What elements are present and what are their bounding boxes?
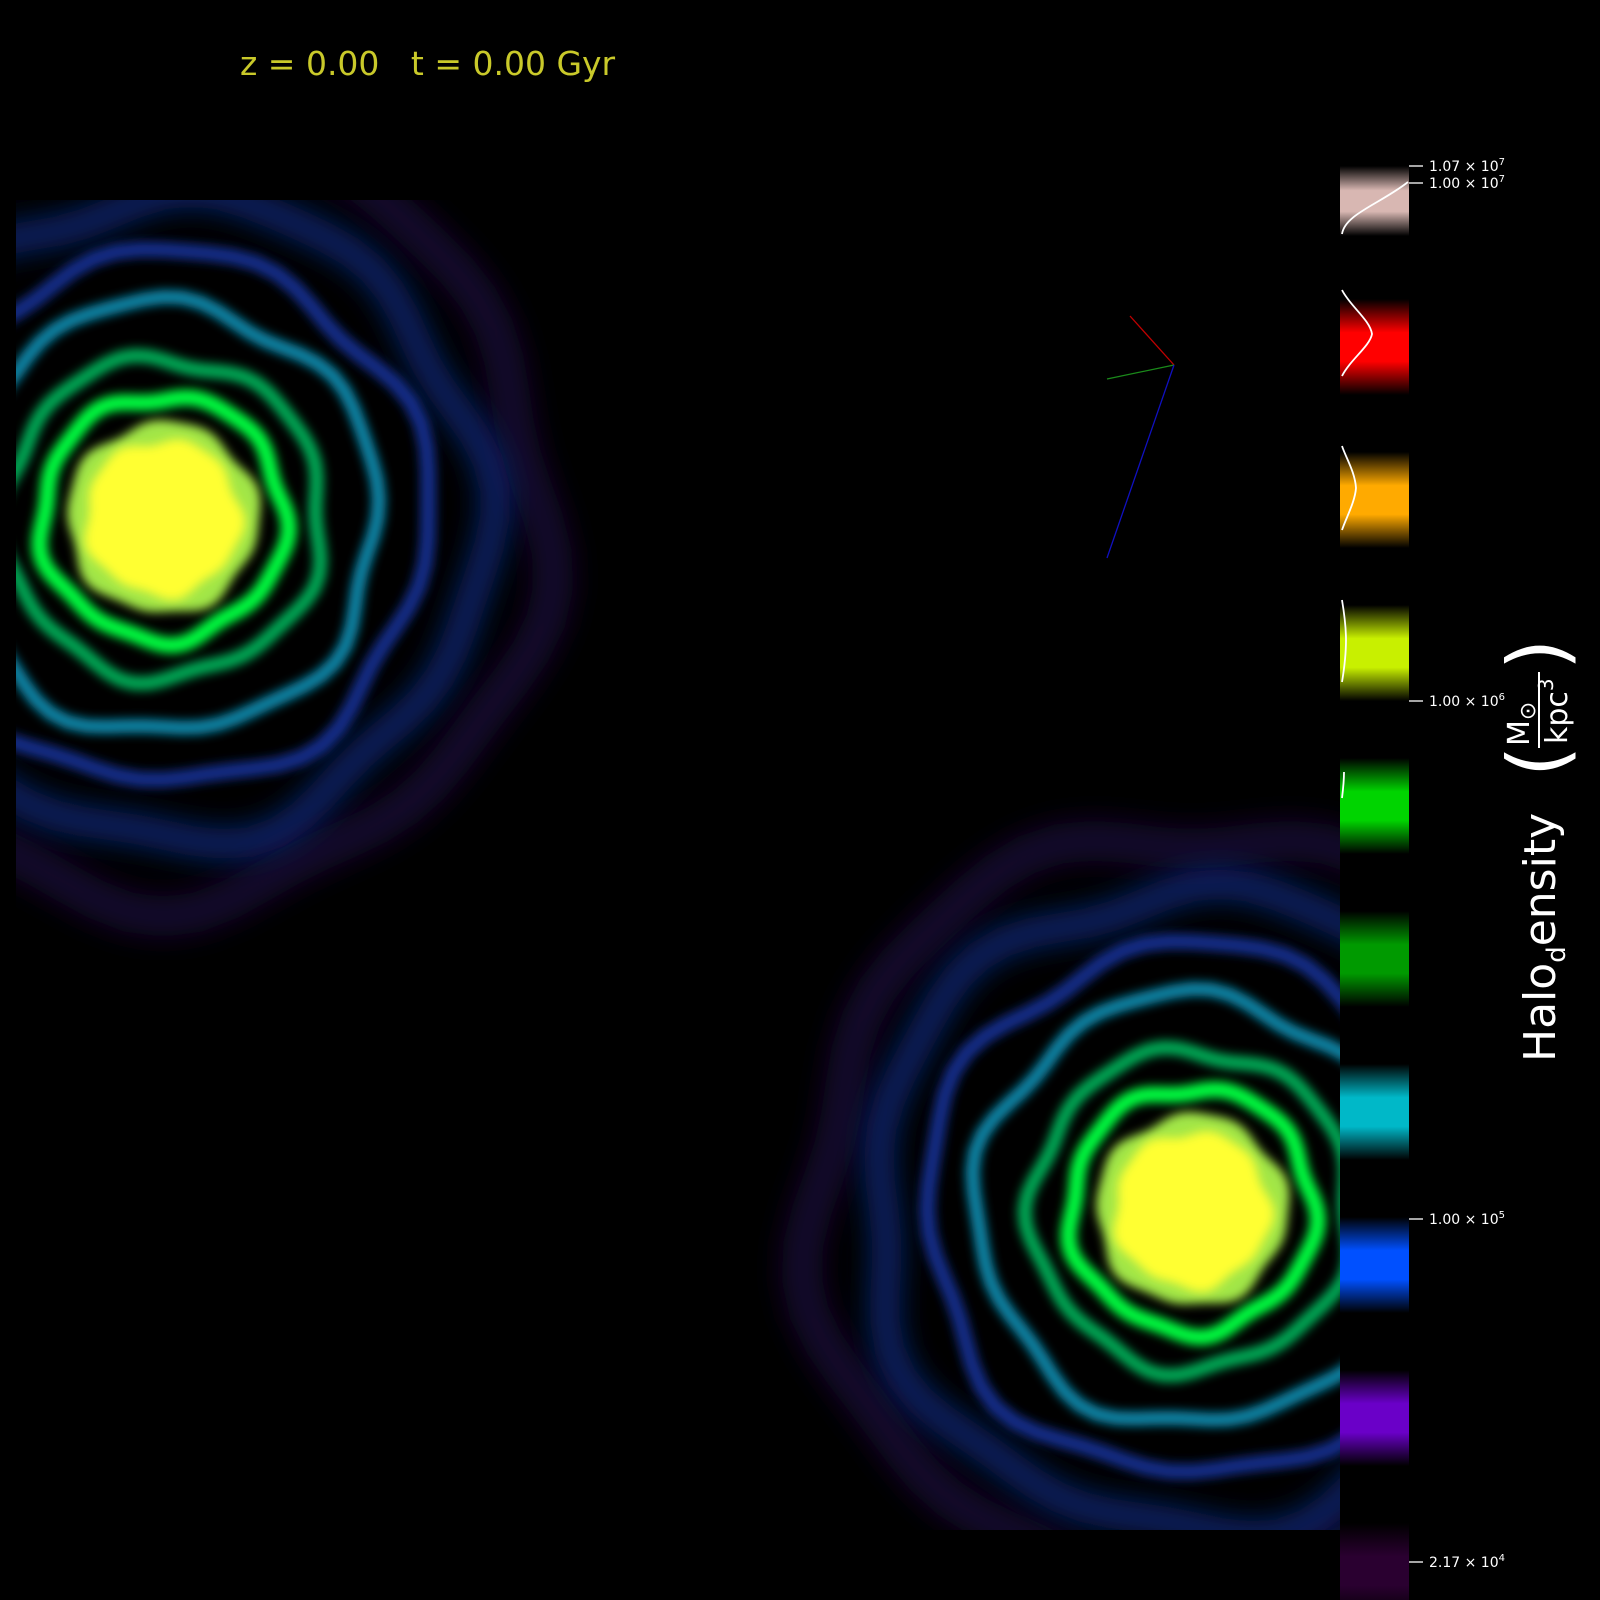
colorbar-transfer-curve (1341, 181, 1409, 799)
halo-bottom-right-shell (919, 933, 1340, 1480)
colorbar-band (1340, 299, 1409, 395)
halo-top-left-shell (16, 200, 574, 938)
halo-bottom-right-shell (1017, 1040, 1340, 1383)
colorbar-band (1340, 758, 1409, 854)
colorbar-band (1340, 1370, 1409, 1466)
colorbar-band (1340, 1064, 1409, 1160)
halo-bottom-right-shell (863, 868, 1340, 1530)
unit-numerator: M⊙ (1502, 702, 1541, 746)
halo-top-left (16, 200, 574, 938)
time-header: z = 0.00 t = 0.00 Gyr (240, 44, 615, 83)
axis-y-line (1106, 364, 1175, 380)
halo-bottom-right (781, 820, 1340, 1530)
colorbar-tick-label: 1.00 × 106 (1429, 692, 1505, 710)
halo-top-left-shell (31, 389, 298, 654)
halo-bottom-right-shell (781, 820, 1340, 1530)
halo-top-left-shell (16, 200, 511, 860)
unit-denominator: kpc3 (1534, 678, 1575, 744)
axis-x-line (1129, 315, 1175, 366)
time-label: t = 0.00 Gyr (410, 44, 616, 83)
halo-top-left-core (84, 439, 245, 601)
unit-paren-right: ) (1491, 639, 1584, 670)
colorbar-tick-label: 1.00 × 105 (1429, 1210, 1505, 1228)
colorbar-tick-label: 2.17 × 104 (1429, 1553, 1505, 1571)
colorbar-label-sub: d (1542, 946, 1572, 963)
colorbar-band (1340, 1523, 1409, 1600)
halo-top-left-shell (16, 348, 328, 691)
colorbar-label: Halodensity ( M⊙ kpc3 ) (1491, 639, 1584, 1062)
halo-bottom-right-shell (1060, 1081, 1327, 1346)
colorbar-label-rest: ensity (1515, 813, 1566, 946)
colorbar-band (1340, 1217, 1409, 1313)
orientation-axes (1106, 315, 1175, 559)
redshift-label: z = 0.00 (240, 44, 380, 83)
halo-top-left-shell (16, 289, 387, 735)
colorbar-label-main: Halo (1515, 963, 1566, 1062)
halo-bottom-right-core (1113, 1131, 1274, 1293)
colorbar-tick-label: 1.07 × 107 (1429, 157, 1505, 175)
halo-bottom-right-shell (965, 981, 1340, 1427)
svg-text:Halodensity: Halodensity (1515, 813, 1572, 1062)
colorbar-band (1340, 166, 1409, 236)
axis-z-line (1106, 364, 1175, 559)
colorbar-band (1340, 911, 1409, 1007)
halo-top-left-shell (16, 241, 437, 788)
colorbar-tick-label: 1.00 × 107 (1429, 174, 1505, 192)
colorbar-band (1340, 605, 1409, 701)
colorbar-background (1340, 166, 1409, 1562)
unit-paren-left: ( (1491, 746, 1584, 777)
